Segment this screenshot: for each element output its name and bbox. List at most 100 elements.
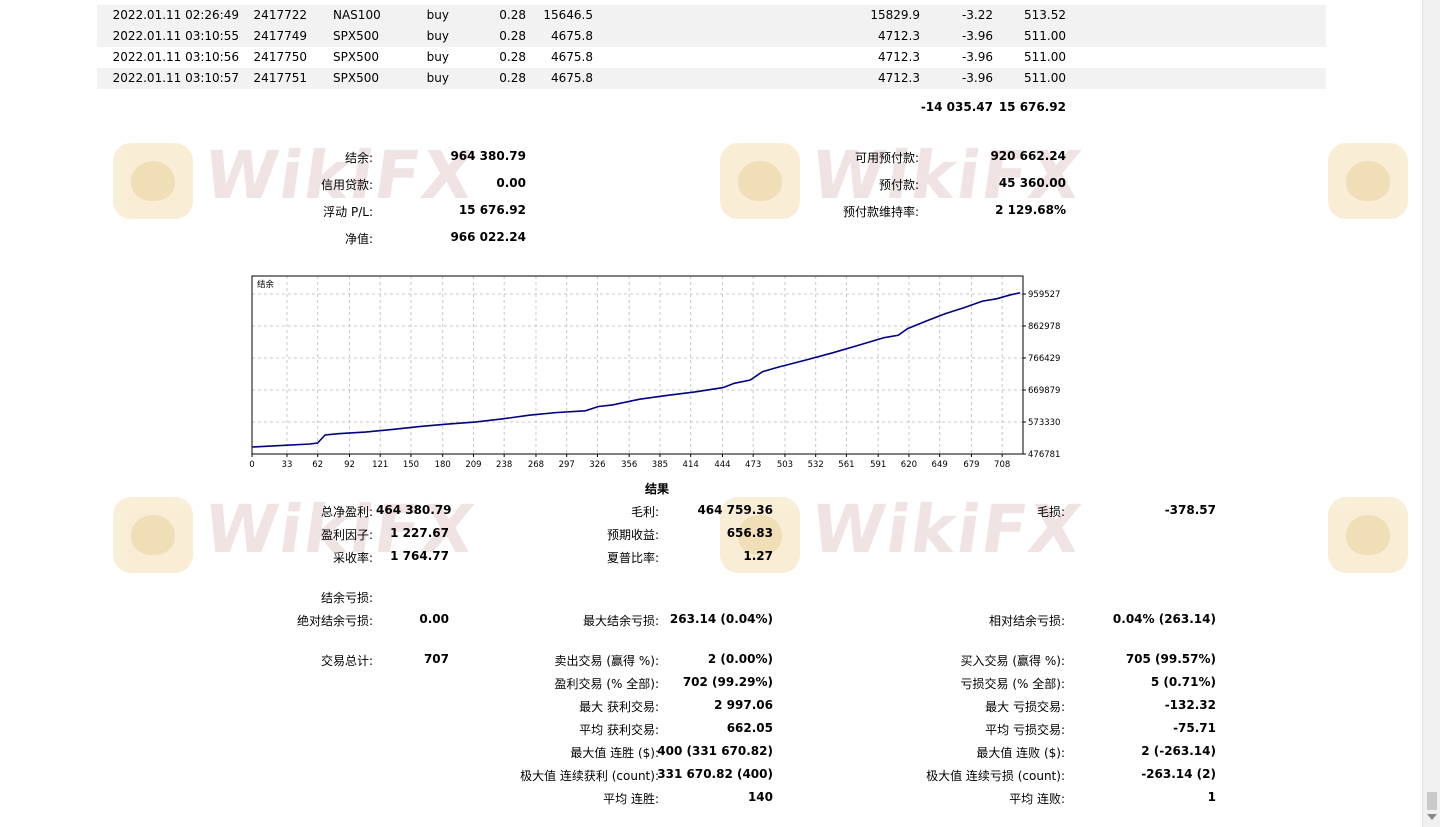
trade-order: 2417751	[253, 71, 307, 85]
balance-series-line	[251, 292, 1021, 448]
trade-symbol: SPX500	[333, 29, 379, 43]
trade-volume: 0.28	[499, 8, 526, 22]
trade-commission: -3.96	[961, 71, 993, 85]
margin-level-label: 预付款维持率:	[842, 205, 919, 219]
loss-trades-label: 亏损交易 (% 全部):	[960, 677, 1065, 691]
total-trades-label: 交易总计:	[320, 654, 373, 668]
trade-close: 15829.9	[870, 8, 920, 22]
largest-profit-value: 2 997.06	[714, 698, 773, 712]
avg-loss-label: 平均 亏损交易:	[985, 723, 1065, 737]
trade-commission: -3.22	[961, 8, 993, 22]
scroll-down-arrow-icon[interactable]	[1427, 814, 1437, 820]
trade-close: 4712.3	[878, 29, 920, 43]
short-trades-value: 2 (0.00%)	[707, 652, 773, 666]
max-cons-wins-value: 400 (331 670.82)	[657, 744, 773, 758]
recovery-factor-label: 采收率:	[332, 551, 373, 565]
x-tick-label: 121	[372, 460, 388, 470]
avg-cons-wins-value: 140	[747, 790, 773, 804]
short-trades-label: 卖出交易 (赢得 %):	[554, 654, 659, 668]
trade-price: 4675.8	[551, 29, 593, 43]
y-tick-label: 766429	[1028, 354, 1060, 364]
x-tick-label: 33	[282, 460, 293, 470]
profit-factor-value: 1 227.67	[390, 526, 449, 540]
trade-volume: 0.28	[499, 29, 526, 43]
abs-drawdown-label: 绝对结余亏损:	[296, 614, 373, 628]
x-tick-label: 649	[932, 460, 948, 470]
table-row: 2022.01.11 03:10:56 2417750 SPX500 buy 0…	[97, 47, 1326, 68]
margin-level-value: 2 129.68%	[995, 203, 1066, 217]
equity-label: 净值:	[344, 232, 373, 246]
trade-type: buy	[426, 8, 449, 22]
x-tick-label: 473	[745, 460, 761, 470]
scroll-thumb[interactable]	[1427, 792, 1437, 810]
max-cons-profit-value: 331 670.82 (400)	[657, 767, 773, 781]
trade-symbol: NAS100	[333, 8, 381, 22]
max-cons-loss-value: -263.14 (2)	[1141, 767, 1216, 781]
table-row: 2022.01.11 03:10:55 2417749 SPX500 buy 0…	[97, 26, 1326, 47]
x-tick-label: 268	[528, 460, 544, 470]
x-tick-label: 561	[838, 460, 854, 470]
trade-price: 4675.8	[551, 50, 593, 64]
trade-order: 2417722	[253, 8, 307, 22]
credit-label: 信用贷款:	[320, 178, 373, 192]
x-tick-label: 62	[312, 460, 323, 470]
max-cons-profit-label: 极大值 连续获利 (count):	[520, 769, 659, 783]
profit-trades-value: 702 (99.29%)	[682, 675, 773, 689]
x-tick-label: 297	[559, 460, 575, 470]
vertical-scrollbar[interactable]	[1422, 0, 1440, 827]
wikifx-logo-icon	[1328, 497, 1408, 573]
credit-value: 0.00	[496, 176, 526, 190]
expected-payoff-label: 预期收益:	[606, 528, 659, 542]
trade-symbol: SPX500	[333, 50, 379, 64]
free-margin-value: 920 662.24	[990, 149, 1066, 163]
profit-factor-label: 盈利因子:	[320, 528, 373, 542]
x-tick-label: 385	[652, 460, 668, 470]
y-tick-label: 862978	[1028, 322, 1060, 332]
avg-cons-losses-value: 1	[1207, 790, 1216, 804]
x-tick-label: 92	[344, 460, 355, 470]
y-tick-label: 573330	[1028, 418, 1060, 428]
balance-label: 结余:	[344, 151, 373, 165]
x-tick-label: 444	[714, 460, 730, 470]
wikifx-logo-icon	[113, 143, 193, 219]
margin-label: 预付款:	[878, 178, 919, 192]
free-margin-label: 可用预付款:	[854, 151, 919, 165]
trade-volume: 0.28	[499, 50, 526, 64]
recovery-factor-value: 1 764.77	[390, 549, 449, 563]
largest-profit-label: 最大 获利交易:	[579, 700, 659, 714]
trade-commission: -3.96	[961, 29, 993, 43]
x-tick-label: 503	[777, 460, 793, 470]
y-tick-label: 669879	[1028, 386, 1060, 396]
trade-type: buy	[426, 71, 449, 85]
total-profit: 15 676.92	[998, 100, 1066, 114]
table-row: 2022.01.11 03:10:57 2417751 SPX500 buy 0…	[97, 68, 1326, 89]
trade-profit: 511.00	[1024, 50, 1066, 64]
trade-type: buy	[426, 29, 449, 43]
drawdown-label: 结余亏损:	[320, 591, 373, 605]
trade-order: 2417749	[253, 29, 307, 43]
x-tick-label: 414	[683, 460, 699, 470]
trade-close: 4712.3	[878, 50, 920, 64]
x-tick-label: 150	[403, 460, 419, 470]
rel-drawdown-value: 0.04% (263.14)	[1112, 612, 1216, 626]
max-cons-losses-value: 2 (-263.14)	[1141, 744, 1216, 758]
chart-frame	[251, 275, 1024, 455]
x-tick-label: 0	[249, 460, 254, 470]
y-tick-label: 476781	[1028, 450, 1060, 460]
trade-commission: -3.96	[961, 50, 993, 64]
sharpe-ratio-value: 1.27	[743, 549, 773, 563]
wikifx-logo-icon	[1328, 143, 1408, 219]
x-tick-label: 679	[963, 460, 979, 470]
trade-profit: 511.00	[1024, 29, 1066, 43]
sharpe-ratio-label: 夏普比率:	[606, 551, 659, 565]
x-tick-label: 532	[808, 460, 824, 470]
x-tick-label: 326	[589, 460, 605, 470]
y-tick-label: 959527	[1028, 290, 1060, 300]
x-tick-label: 238	[496, 460, 512, 470]
trade-time: 2022.01.11 03:10:56	[112, 50, 239, 64]
avg-cons-losses-label: 平均 连败:	[1009, 792, 1065, 806]
expected-payoff-value: 656.83	[726, 526, 773, 540]
chart-title: 结余	[257, 279, 275, 290]
x-axis-ticks: 0 33 62 92 121 150 180 209 238 268 297 326 356 385 414…	[249, 454, 1010, 470]
rel-drawdown-label: 相对结余亏损:	[988, 614, 1065, 628]
